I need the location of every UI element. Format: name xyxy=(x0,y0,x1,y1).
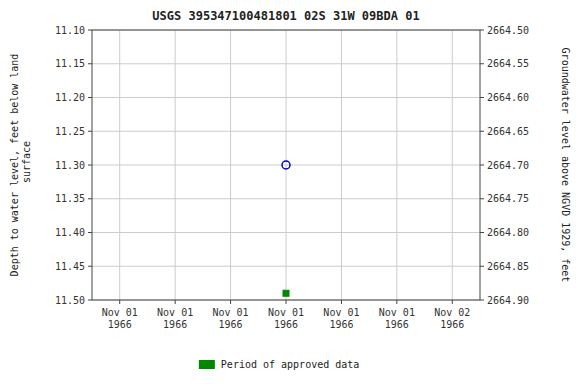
tick-label: Nov 021966 xyxy=(434,307,470,330)
text-line: Nov 01 xyxy=(102,307,138,318)
tick xyxy=(88,266,92,267)
point xyxy=(282,161,290,169)
text-line: surface xyxy=(21,141,32,189)
grid xyxy=(92,30,480,300)
tick-label: 11.30 xyxy=(55,160,85,171)
tick-label: Nov 011966 xyxy=(157,307,193,330)
text-line: Nov 01 xyxy=(157,307,193,318)
grid-line xyxy=(119,30,120,300)
tick xyxy=(396,300,397,304)
tick xyxy=(480,266,484,267)
tick xyxy=(88,198,92,199)
tick xyxy=(480,165,484,166)
tick-label: 11.20 xyxy=(55,92,85,103)
tick-label: Nov 011966 xyxy=(213,307,249,330)
grid-line xyxy=(452,30,453,300)
text-line: 1966 xyxy=(163,319,187,330)
chart: 11.10 11.15 11.20 11.25 11.30 11.35 11.40 11.45… xyxy=(0,0,576,384)
grid-line xyxy=(286,30,287,300)
tick xyxy=(88,165,92,166)
grid-line xyxy=(341,30,342,300)
legend-label: Period of approved data xyxy=(221,359,359,370)
plot-frame xyxy=(92,30,480,300)
tick xyxy=(480,300,484,301)
tick xyxy=(88,232,92,233)
axis-label: Depth to water level, feet below land su… xyxy=(9,54,32,277)
tick-label: 2664.90 xyxy=(487,295,529,306)
background xyxy=(0,0,576,384)
tick-label: 2664.75 xyxy=(487,193,529,204)
tick-label: Nov 011966 xyxy=(268,307,304,330)
title: USGS 395347100481801 02S 31W 09BDA 01 xyxy=(152,9,419,23)
tick-label: 2664.70 xyxy=(487,160,529,171)
tick-label: Nov 011966 xyxy=(323,307,359,330)
grid-line xyxy=(230,30,231,300)
tick xyxy=(480,30,484,31)
tick xyxy=(175,300,176,304)
tick-label: 2664.60 xyxy=(487,92,529,103)
tick-label: 11.40 xyxy=(55,227,85,238)
tick-label: 11.35 xyxy=(55,193,85,204)
tick-label: 11.45 xyxy=(55,261,85,272)
tick-label: Nov 011966 xyxy=(102,307,138,330)
tick-label: 2664.80 xyxy=(487,227,529,238)
tick xyxy=(480,97,484,98)
tick-label: 2664.85 xyxy=(487,261,529,272)
text-line: 1966 xyxy=(274,319,298,330)
y2-axis: 2664.90 2664.85 2664.80 2664.75 2664.70 2664.… xyxy=(480,25,529,306)
tick xyxy=(88,131,92,132)
tick xyxy=(286,300,287,304)
grid-line xyxy=(396,30,397,300)
tick xyxy=(480,198,484,199)
point xyxy=(283,290,289,296)
tick xyxy=(119,300,120,304)
x-axis: Nov 011966Nov 011966Nov 011966Nov 011966… xyxy=(102,300,471,330)
tick-label: Nov 011966 xyxy=(379,307,415,330)
legend: Period of approved data xyxy=(199,359,359,370)
tick-label: 11.15 xyxy=(55,58,85,69)
tick xyxy=(452,300,453,304)
text-line: 1966 xyxy=(108,319,132,330)
tick xyxy=(88,63,92,64)
axis-label: Groundwater level above NGVD 1929, feet xyxy=(560,48,571,283)
text-line: 1966 xyxy=(440,319,464,330)
text-line: Depth to water level, feet below land xyxy=(9,54,20,277)
marks xyxy=(282,161,290,296)
grid-line xyxy=(175,30,176,300)
tick xyxy=(480,63,484,64)
tick-label: 11.50 xyxy=(55,295,85,306)
tick xyxy=(88,97,92,98)
tick xyxy=(480,232,484,233)
text-line: Nov 01 xyxy=(379,307,415,318)
text-line: Nov 01 xyxy=(268,307,304,318)
tick xyxy=(480,131,484,132)
tick xyxy=(88,30,92,31)
text-line: Groundwater level above NGVD 1929, feet xyxy=(560,48,571,283)
text-line: 1966 xyxy=(385,319,409,330)
text-line: Nov 02 xyxy=(434,307,470,318)
legend-swatch xyxy=(199,360,215,369)
text-line: Nov 01 xyxy=(323,307,359,318)
y-axis: 11.10 11.15 11.20 11.25 11.30 11.35 11.40 11.45… xyxy=(55,25,92,306)
tick-label: 11.10 xyxy=(55,25,85,36)
tick xyxy=(341,300,342,304)
tick xyxy=(230,300,231,304)
tick-label: 2664.55 xyxy=(487,58,529,69)
text-line: 1966 xyxy=(329,319,353,330)
tick-label: 11.25 xyxy=(55,126,85,137)
tick-label: 2664.50 xyxy=(487,25,529,36)
text-line: 1966 xyxy=(219,319,243,330)
tick xyxy=(88,300,92,301)
tick-label: 2664.65 xyxy=(487,126,529,137)
text-line: Nov 01 xyxy=(213,307,249,318)
